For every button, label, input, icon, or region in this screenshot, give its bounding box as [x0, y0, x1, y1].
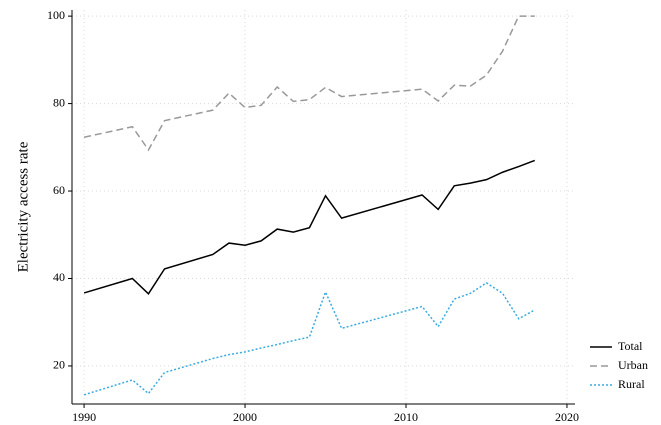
y-tick-label: 80 — [53, 95, 65, 109]
series-line — [83, 159, 536, 295]
y-tick-label: 100 — [47, 8, 65, 22]
x-tick-label: 2000 — [233, 410, 257, 424]
series-line — [83, 15, 535, 152]
legend-label: Urban — [618, 358, 648, 372]
x-tick-label: 1990 — [72, 410, 96, 424]
y-axis-label: Electricity access rate — [15, 141, 31, 272]
legend-label: Total — [618, 339, 643, 353]
x-tick-label: 2020 — [555, 410, 579, 424]
y-tick-label: 40 — [53, 270, 65, 284]
x-tick-label: 2010 — [394, 410, 418, 424]
y-tick-label: 60 — [53, 183, 65, 197]
legend-label: Rural — [618, 377, 645, 391]
y-tick-label: 20 — [53, 358, 65, 372]
series-line — [83, 281, 536, 396]
